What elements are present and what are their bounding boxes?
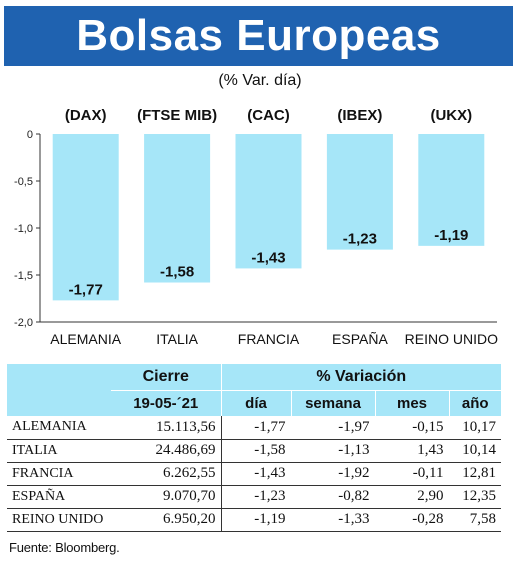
table-cell-dia: -1,58 xyxy=(220,439,291,463)
table-cell-cierre: 6.262,55 xyxy=(111,462,221,486)
table-cell-dia: -1,19 xyxy=(220,508,291,532)
bar-españa xyxy=(326,134,393,250)
y-tick-label: -1,0 xyxy=(14,223,33,235)
table-cell-name: ITALIA xyxy=(7,439,111,463)
index-label: (FTSE MIB) xyxy=(137,107,217,124)
table-cell-mes: -0,11 xyxy=(374,462,449,486)
table-cell-semana: -0,82 xyxy=(290,485,375,509)
bar-chart: 0 -0,5 -1,0 -1,5 -2,0 (DAX) -1,77 ALEMANIA (FTSE… xyxy=(14,107,498,347)
table-cell-ano: 10,17 xyxy=(448,416,502,440)
table-cell-semana: -1,92 xyxy=(290,462,375,486)
index-label: (DAX) xyxy=(65,107,107,124)
index-label: (IBEX) xyxy=(337,107,382,124)
table-sub-header-row: 19-05-´21 día semana mes año xyxy=(7,389,502,416)
table-cell-cierre: 6.950,20 xyxy=(111,508,221,532)
table-row: ESPAÑA 9.070,70 -1,23 -0,82 2,90 12,35 xyxy=(7,485,502,509)
table-cell-cierre: 15.113,56 xyxy=(111,416,221,440)
table-cell-dia: -1,43 xyxy=(220,462,291,486)
chart-title: Bolsas Europeas xyxy=(4,6,513,66)
chart-subtitle: (% Var. día) xyxy=(218,72,302,89)
table-cell-mes: 2,90 xyxy=(374,485,449,509)
table-header-mes: mes xyxy=(374,389,449,416)
table-cell-mes: -0,28 xyxy=(374,508,449,532)
table-cell-ano: 12,81 xyxy=(448,462,502,486)
table-cell-name: ESPAÑA xyxy=(7,485,111,509)
table-cell-semana: -1,97 xyxy=(290,416,375,440)
table-header-blank-2 xyxy=(7,390,111,416)
table-header-dia: día xyxy=(220,389,291,416)
bar-value-label: -1,77 xyxy=(69,281,103,298)
category-label: ESPAÑA xyxy=(332,331,388,347)
category-label: ITALIA xyxy=(156,331,198,347)
table-cell-mes: 1,43 xyxy=(374,439,449,463)
table-cell-cierre: 9.070,70 xyxy=(111,485,221,509)
bar-reino-unido xyxy=(418,134,485,246)
data-table-wrap: Cierre % Variación 19-05-´21 día semana … xyxy=(7,364,502,532)
table-cell-name: ALEMANIA xyxy=(7,416,111,440)
table-cell-name: FRANCIA xyxy=(7,462,111,486)
table-header-variacion: % Variación xyxy=(220,364,502,390)
bar-value-label: -1,19 xyxy=(434,227,468,244)
category-label: REINO UNIDO xyxy=(405,331,498,347)
table-row: ITALIA 24.486,69 -1,58 -1,13 1,43 10,14 xyxy=(7,439,502,463)
category-label: FRANCIA xyxy=(238,331,300,347)
table-cell-semana: -1,13 xyxy=(290,439,375,463)
bar-value-label: -1,43 xyxy=(251,249,285,266)
table-row: ALEMANIA 15.113,56 -1,77 -1,97 -0,15 10,… xyxy=(7,416,502,440)
table-cell-mes: -0,15 xyxy=(374,416,449,440)
y-tick-label: 0 xyxy=(27,129,33,141)
y-tick-label: -0,5 xyxy=(14,176,33,188)
table-header-ano: año xyxy=(448,389,502,416)
data-table: Cierre % Variación 19-05-´21 día semana … xyxy=(7,364,502,532)
index-label: (CAC) xyxy=(247,107,290,124)
bar-francia xyxy=(235,134,302,269)
table-header-date: 19-05-´21 xyxy=(111,389,221,416)
table-cell-ano: 10,14 xyxy=(448,439,502,463)
table-cell-semana: -1,33 xyxy=(290,508,375,532)
table-cell-ano: 7,58 xyxy=(448,508,502,532)
bar-value-label: -1,23 xyxy=(343,231,377,248)
table-cell-dia: -1,23 xyxy=(220,485,291,509)
bar-alemania xyxy=(52,134,119,301)
bar-italia xyxy=(144,134,211,283)
table-cell-cierre: 24.486,69 xyxy=(111,439,221,463)
table-header-blank xyxy=(7,364,111,390)
table-row: REINO UNIDO 6.950,20 -1,19 -1,33 -0,28 7… xyxy=(7,508,502,532)
table-header-semana: semana xyxy=(290,389,375,416)
y-tick-label: -1,5 xyxy=(14,270,33,282)
table-header-cierre: Cierre xyxy=(111,364,221,390)
table-cell-dia: -1,77 xyxy=(220,416,291,440)
table-row: FRANCIA 6.262,55 -1,43 -1,92 -0,11 12,81 xyxy=(7,462,502,486)
y-tick-label: -2,0 xyxy=(14,317,33,329)
source-note: Fuente: Bloomberg. xyxy=(9,540,120,555)
table-cell-ano: 12,35 xyxy=(448,485,502,509)
table-group-header-row: Cierre % Variación xyxy=(7,364,502,390)
bar-value-label: -1,58 xyxy=(160,264,194,281)
category-label: ALEMANIA xyxy=(50,331,121,347)
index-label: (UKX) xyxy=(430,107,472,124)
table-cell-name: REINO UNIDO xyxy=(7,508,111,532)
